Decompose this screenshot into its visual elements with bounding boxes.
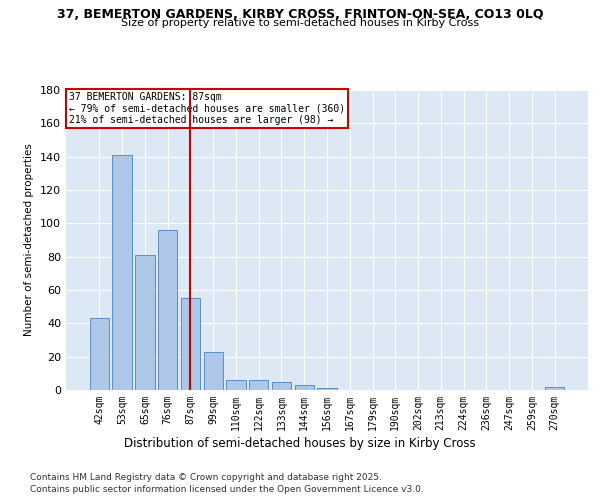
Text: Contains public sector information licensed under the Open Government Licence v3: Contains public sector information licen… — [30, 485, 424, 494]
Text: 37 BEMERTON GARDENS: 87sqm
← 79% of semi-detached houses are smaller (360)
21% o: 37 BEMERTON GARDENS: 87sqm ← 79% of semi… — [68, 92, 345, 124]
Text: Distribution of semi-detached houses by size in Kirby Cross: Distribution of semi-detached houses by … — [124, 438, 476, 450]
Bar — [317, 388, 337, 390]
Bar — [545, 386, 564, 390]
Bar — [112, 155, 132, 390]
Bar — [203, 352, 223, 390]
Bar — [158, 230, 178, 390]
Bar — [249, 380, 268, 390]
Bar — [272, 382, 291, 390]
Bar — [135, 255, 155, 390]
Bar — [181, 298, 200, 390]
Text: 37, BEMERTON GARDENS, KIRBY CROSS, FRINTON-ON-SEA, CO13 0LQ: 37, BEMERTON GARDENS, KIRBY CROSS, FRINT… — [57, 8, 543, 20]
Y-axis label: Number of semi-detached properties: Number of semi-detached properties — [25, 144, 34, 336]
Text: Contains HM Land Registry data © Crown copyright and database right 2025.: Contains HM Land Registry data © Crown c… — [30, 472, 382, 482]
Bar — [90, 318, 109, 390]
Bar — [295, 385, 314, 390]
Text: Size of property relative to semi-detached houses in Kirby Cross: Size of property relative to semi-detach… — [121, 18, 479, 28]
Bar — [226, 380, 245, 390]
